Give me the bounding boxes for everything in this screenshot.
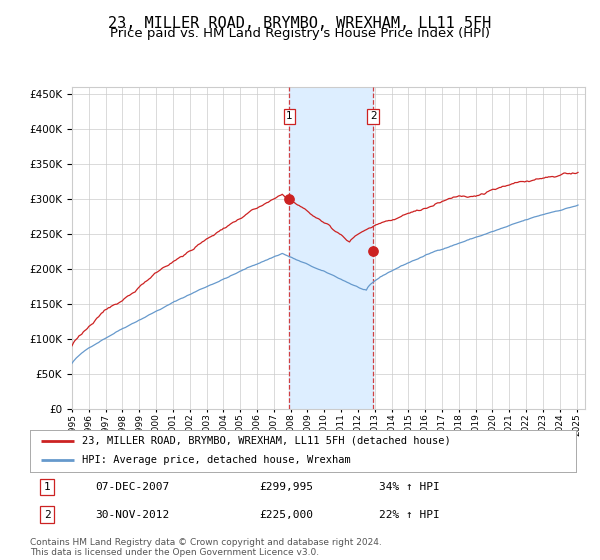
Point [368, 247, 378, 256]
Text: 1: 1 [286, 111, 293, 121]
Text: 22% ↑ HPI: 22% ↑ HPI [379, 510, 440, 520]
Bar [289, 87, 373, 409]
Point [284, 194, 294, 203]
Text: 2: 2 [44, 510, 50, 520]
Text: 23, MILLER ROAD, BRYMBO, WREXHAM, LL11 5FH (detached house): 23, MILLER ROAD, BRYMBO, WREXHAM, LL11 5… [82, 436, 451, 446]
Text: 1: 1 [44, 482, 50, 492]
Text: 34% ↑ HPI: 34% ↑ HPI [379, 482, 440, 492]
Text: HPI: Average price, detached house, Wrexham: HPI: Average price, detached house, Wrex… [82, 455, 350, 465]
Text: 2: 2 [370, 111, 377, 121]
Text: 30-NOV-2012: 30-NOV-2012 [95, 510, 170, 520]
Text: £225,000: £225,000 [259, 510, 313, 520]
Text: £299,995: £299,995 [259, 482, 313, 492]
Text: 07-DEC-2007: 07-DEC-2007 [95, 482, 170, 492]
Text: Price paid vs. HM Land Registry's House Price Index (HPI): Price paid vs. HM Land Registry's House … [110, 27, 490, 40]
Text: 23, MILLER ROAD, BRYMBO, WREXHAM, LL11 5FH: 23, MILLER ROAD, BRYMBO, WREXHAM, LL11 5… [109, 16, 491, 31]
Text: Contains HM Land Registry data © Crown copyright and database right 2024.
This d: Contains HM Land Registry data © Crown c… [30, 538, 382, 557]
